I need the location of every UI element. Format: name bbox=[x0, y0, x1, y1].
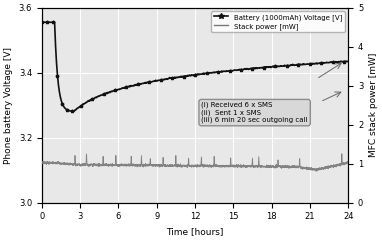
Text: (i) Received 6 x SMS
(ii)  Sent 1 x SMS
(iii) 6 min 20 sec outgoing call: (i) Received 6 x SMS (ii) Sent 1 x SMS (… bbox=[201, 102, 308, 123]
Y-axis label: MFC stack power [mW]: MFC stack power [mW] bbox=[369, 53, 378, 157]
Legend: Battery (1000mAh) Voltage [V], Stack power [mW]: Battery (1000mAh) Voltage [V], Stack pow… bbox=[211, 11, 345, 32]
X-axis label: Time [hours]: Time [hours] bbox=[166, 227, 224, 236]
Y-axis label: Phone battery Voltage [V]: Phone battery Voltage [V] bbox=[4, 47, 13, 164]
